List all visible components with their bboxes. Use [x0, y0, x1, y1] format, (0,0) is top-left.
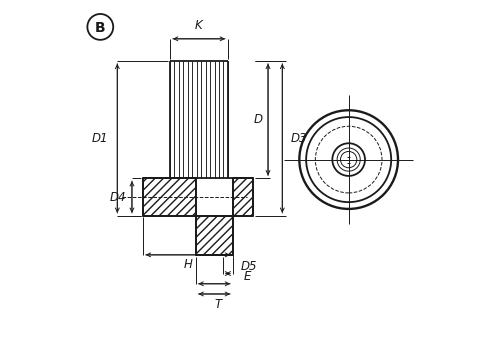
Text: T: T [214, 298, 221, 311]
Text: H: H [184, 258, 192, 271]
Text: K: K [195, 20, 203, 32]
Text: E: E [244, 270, 251, 283]
Text: D3: D3 [290, 132, 307, 145]
Polygon shape [143, 178, 254, 255]
Text: D4: D4 [110, 190, 126, 203]
Text: B: B [95, 21, 106, 35]
Text: D5: D5 [241, 260, 258, 273]
Text: D1: D1 [92, 132, 108, 145]
Text: D: D [254, 113, 263, 126]
